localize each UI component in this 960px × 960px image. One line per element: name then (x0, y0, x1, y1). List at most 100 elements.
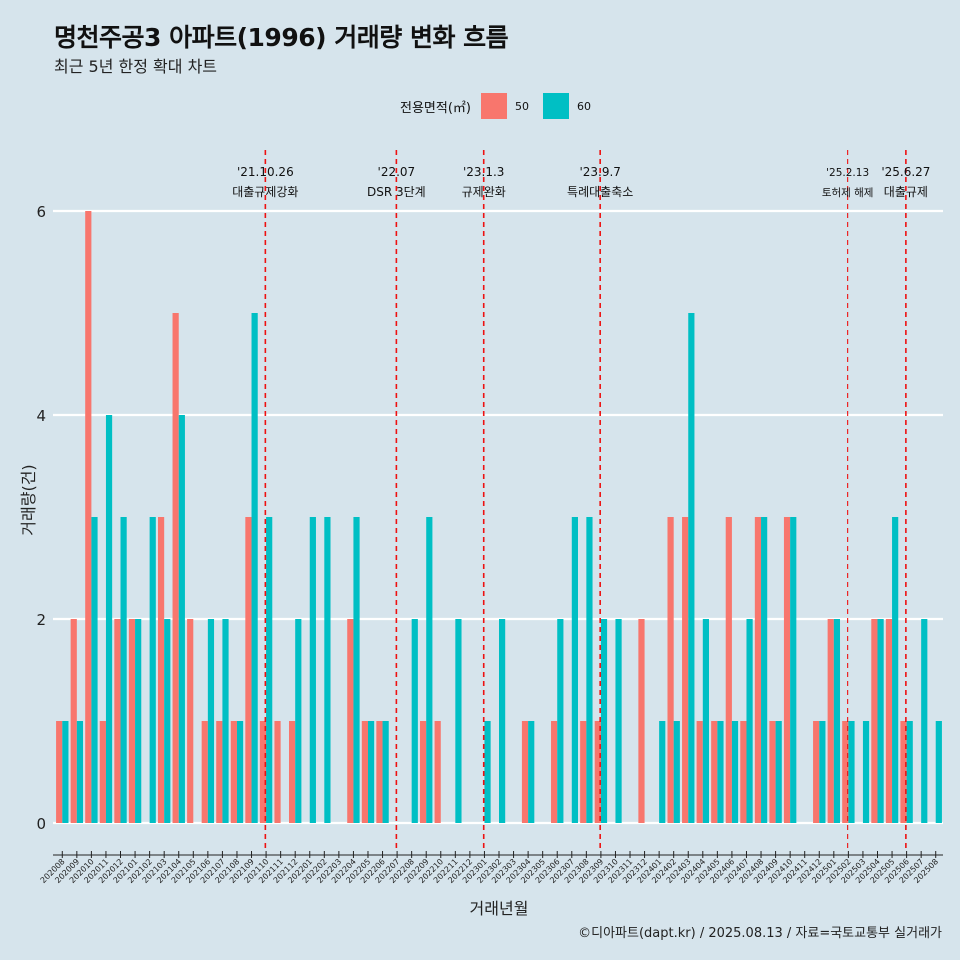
bar-50-202410 (783, 517, 791, 823)
bar-60-202409 (775, 721, 782, 823)
bar-60-202405 (717, 721, 724, 823)
bar-50-202109 (245, 517, 252, 823)
y-tick-label: 4 (36, 407, 46, 425)
bar-50-202008 (56, 721, 63, 823)
chart-title: 명천주공3 아파트(1996) 거래량 변화 흐름 (54, 23, 509, 52)
bar-60-202408 (761, 517, 768, 823)
event-date-202207: '22.07 (378, 165, 416, 179)
bar-50-202309 (594, 721, 601, 823)
bar-50-202108 (230, 721, 237, 823)
legend-key-50 (480, 93, 507, 119)
bar-60-202209 (426, 517, 433, 823)
bar-60-202008 (62, 721, 69, 823)
bar-50-202501 (827, 619, 834, 823)
bar-60-202205 (367, 721, 375, 823)
bar-50-202106 (201, 721, 208, 823)
bar-50-202407 (740, 721, 747, 823)
bar-50-202105 (187, 619, 194, 823)
bar-60-202302 (499, 619, 506, 823)
bar-60-202010 (91, 517, 98, 823)
bar-60-202108 (236, 721, 244, 823)
bar-50-202206 (376, 721, 383, 823)
bar-50-202502 (842, 721, 849, 823)
bar-60-202107 (222, 619, 229, 823)
y-axis-title: 거래량(건) (19, 464, 38, 535)
bar-60-202304 (528, 721, 535, 823)
legend-label-50: 50 (514, 99, 529, 113)
legend: 전용면적(㎡) 50 60 (400, 93, 605, 119)
legend-label-60: 60 (576, 99, 591, 113)
bar-60-202503 (862, 721, 870, 823)
bar-50-202101 (128, 619, 136, 823)
bar-60-202110 (266, 517, 273, 823)
bar-60-202407 (746, 619, 753, 823)
bar-50-202009 (70, 619, 77, 823)
bar-60-202506 (906, 721, 913, 823)
bar-60-202507 (921, 619, 928, 823)
bar-60-202206 (382, 721, 389, 823)
chart-subtitle: 최근 5년 한정 확대 차트 (54, 57, 218, 76)
bar-50-202011 (99, 721, 106, 823)
bar-60-202012 (120, 517, 127, 823)
y-tick-label: 0 (36, 815, 46, 833)
bar-60-202508 (935, 721, 942, 823)
legend-title: 전용면적(㎡) (400, 100, 471, 116)
event-label-202506: 대출규제 (884, 185, 928, 199)
bar-60-202204 (353, 517, 360, 823)
bar-60-202309 (600, 619, 608, 823)
bar-50-202010 (85, 211, 92, 823)
bar-50-202110 (259, 721, 267, 823)
bar-50-202406 (725, 517, 732, 823)
bar-50-202308 (580, 721, 587, 823)
bar-60-202109 (251, 313, 258, 823)
bar-60-202412 (819, 721, 826, 823)
bar-60-202104 (178, 415, 185, 823)
bar-50-202405 (711, 721, 718, 823)
bar-60-202501 (833, 619, 841, 823)
bar-50-202409 (769, 721, 776, 823)
bar-60-202403 (688, 313, 695, 823)
bar-60-202103 (164, 619, 171, 823)
bar-50-202104 (172, 313, 179, 823)
event-date-202309: '23.9.7 (579, 165, 620, 179)
x-axis-title: 거래년월 (470, 899, 529, 918)
bar-50-202012 (114, 619, 121, 823)
bar-50-202205 (361, 721, 368, 823)
event-label-202207: DSR 3단계 (367, 185, 426, 199)
event-label-202309: 특례대출축소 (567, 185, 633, 199)
event-date-202506: '25.6.27 (881, 165, 930, 179)
bar-50-202209 (420, 721, 427, 823)
bar-60-202112 (295, 619, 302, 823)
y-tick-label: 6 (36, 203, 46, 221)
bar-50-202403 (682, 517, 689, 823)
bar-50-202506 (900, 721, 907, 823)
bar-50-202312 (638, 619, 645, 823)
bar-60-202301 (484, 721, 491, 823)
bar-60-202402 (673, 721, 680, 823)
bar-60-202401 (659, 721, 666, 823)
bar-60-202011 (105, 415, 113, 823)
event-label-202502: 토허제 해제 (822, 186, 874, 199)
y-tick-label: 2 (36, 611, 46, 629)
bar-50-202402 (667, 517, 674, 823)
bar-60-202211 (455, 619, 462, 823)
bar-60-202306 (557, 619, 564, 823)
bar-60-202106 (207, 619, 215, 823)
bar-60-202308 (586, 517, 593, 823)
bar-60-202310 (615, 619, 622, 823)
bar-60-202410 (790, 517, 797, 823)
source-caption: ©디아파트(dapt.kr) / 2025.08.13 / 자료=국토교통부 실… (578, 926, 942, 941)
bar-60-202202 (324, 517, 331, 823)
event-date-202110: '21.10.26 (237, 165, 294, 179)
bar-60-202505 (892, 517, 899, 823)
bar-50-202304 (521, 721, 529, 823)
bar-60-202009 (76, 721, 84, 823)
bar-50-202210 (434, 721, 441, 823)
bar-60-202201 (309, 517, 316, 823)
bar-50-202111 (274, 721, 281, 823)
bar-60-202307 (571, 517, 578, 823)
bar-50-202412 (813, 721, 820, 823)
bar-60-202208 (411, 619, 418, 823)
bar-50-202103 (157, 517, 165, 823)
